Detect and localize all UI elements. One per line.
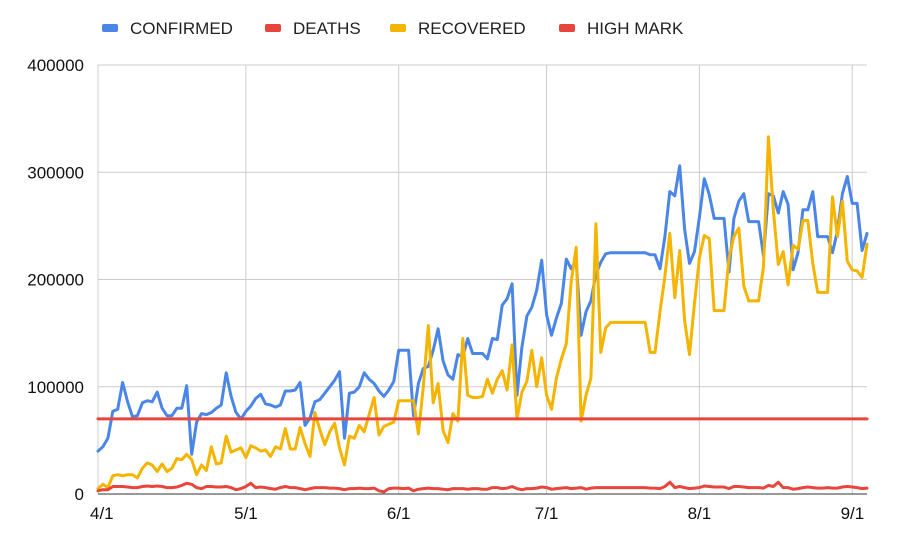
y-tick-label: 400000 <box>27 56 84 75</box>
legend-item-deaths: DEATHS <box>265 19 361 38</box>
y-tick-label: 200000 <box>27 271 84 290</box>
legend-swatch-deaths <box>265 24 281 32</box>
x-tick-label: 9/1 <box>841 504 865 523</box>
y-tick-label: 300000 <box>27 163 84 182</box>
axes: 0 100000 200000 300000 400000 4/1 5/1 6/1 7/1 8/1… <box>27 56 867 523</box>
y-tick-label: 100000 <box>27 378 84 397</box>
legend-swatch-high-mark <box>559 24 575 32</box>
legend-label-deaths: DEATHS <box>293 19 361 38</box>
series-line-confirmed <box>96 164 869 456</box>
x-tick-label: 6/1 <box>387 504 411 523</box>
x-tick-label: 5/1 <box>234 504 258 523</box>
series-line-recovered <box>96 135 869 491</box>
y-tick-label: 0 <box>75 485 84 504</box>
x-tick-label: 8/1 <box>688 504 712 523</box>
x-tick-label: 4/1 <box>90 504 114 523</box>
legend-swatch-confirmed <box>102 24 118 32</box>
legend-swatch-recovered <box>390 24 406 32</box>
legend-label-high-mark: HIGH MARK <box>587 19 684 38</box>
legend-label-confirmed: CONFIRMED <box>130 19 233 38</box>
legend-item-recovered: RECOVERED <box>390 19 526 38</box>
legend-item-high-mark: HIGH MARK <box>559 19 684 38</box>
series-line-deaths <box>96 480 869 494</box>
series-group <box>96 135 869 494</box>
legend-label-recovered: RECOVERED <box>418 19 526 38</box>
legend: CONFIRMED DEATHS RECOVERED HIGH MARK <box>102 19 684 38</box>
grid <box>97 64 867 494</box>
legend-item-confirmed: CONFIRMED <box>102 19 233 38</box>
x-tick-label: 7/1 <box>535 504 559 523</box>
